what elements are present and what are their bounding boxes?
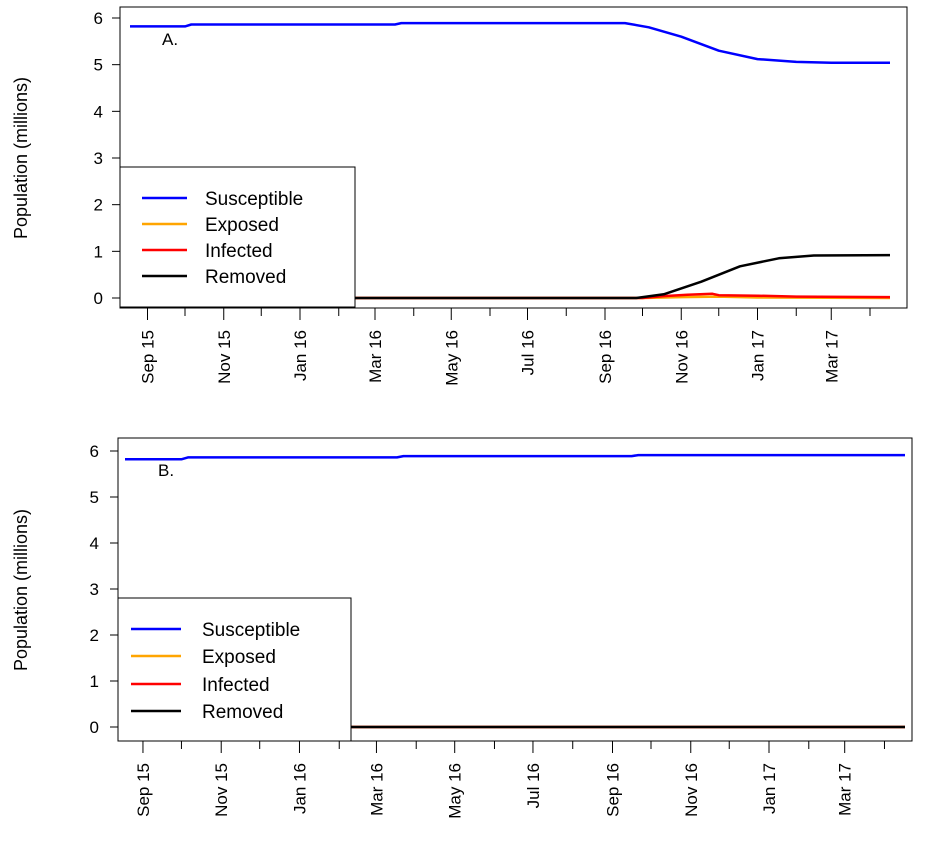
chart-panel-a: 0 1 2 3 4 5 6 Population (millions) Sep 15 Nov 15… <box>11 6 908 386</box>
y-tick-label: 3 <box>94 149 103 168</box>
series-line-removed <box>130 253 891 300</box>
x-tick-label: Jan 17 <box>760 763 779 814</box>
y-axis-label: Population (millions) <box>11 77 31 239</box>
series-line-susceptible <box>125 453 905 461</box>
x-tick-label: Jan 16 <box>291 330 310 381</box>
x-tick-label: Nov 15 <box>215 330 234 384</box>
x-tick-label: May 16 <box>442 330 461 386</box>
x-tick-label: Nov 16 <box>672 330 691 384</box>
y-tick-label: 0 <box>90 718 99 737</box>
x-tick-label: May 16 <box>446 763 465 819</box>
x-tick-label: Sep 16 <box>604 763 623 817</box>
y-axis-label: Population (millions) <box>11 509 31 671</box>
y-tick-label: 1 <box>94 242 103 261</box>
x-tick-label: Sep 15 <box>139 330 158 384</box>
legend-label-exposed: Exposed <box>202 647 276 668</box>
legend-box <box>117 597 352 742</box>
y-tick-label: 6 <box>90 442 99 461</box>
legend-label-susceptible: Susceptible <box>205 189 303 210</box>
x-tick-label: Nov 16 <box>682 763 701 817</box>
series-line-susceptible <box>130 21 890 65</box>
x-tick-label: Mar 17 <box>836 763 855 816</box>
y-tick-label: 2 <box>90 626 99 645</box>
legend-label-exposed: Exposed <box>205 215 279 236</box>
y-tick-label: 0 <box>94 289 103 308</box>
panel-label: B. <box>158 461 174 480</box>
chart-panel-b: 0 1 2 3 4 5 6 Population (millions) Sep 15 Nov 15… <box>11 437 913 819</box>
x-tick-label: Mar 16 <box>366 330 385 383</box>
y-tick-label: 4 <box>94 102 103 121</box>
x-tick-label: Jan 16 <box>290 763 309 814</box>
x-tick-label: Jul 16 <box>524 763 543 808</box>
y-tick-label: 3 <box>90 580 99 599</box>
legend-box <box>119 166 356 308</box>
legend-label-infected: Infected <box>202 675 270 696</box>
y-tick-label: 5 <box>90 488 99 507</box>
x-tick-label: Sep 16 <box>596 330 615 384</box>
x-tick-label: Mar 17 <box>822 330 841 383</box>
x-tick-label: Mar 16 <box>367 763 386 816</box>
legend-label-infected: Infected <box>205 241 273 262</box>
legend-label-susceptible: Susceptible <box>202 620 300 641</box>
y-tick-label: 5 <box>94 56 103 75</box>
panel-label: A. <box>162 30 178 49</box>
x-tick-label: Nov 15 <box>212 763 231 817</box>
y-tick-label: 4 <box>90 534 99 553</box>
x-tick-label: Sep 15 <box>134 763 153 817</box>
y-tick-label: 2 <box>94 196 103 215</box>
y-tick-label: 1 <box>90 672 99 691</box>
legend-label-removed: Removed <box>202 702 283 723</box>
x-tick-label: Jul 16 <box>519 330 538 375</box>
y-tick-label: 6 <box>94 9 103 28</box>
x-tick-label: Jan 17 <box>749 330 768 381</box>
legend-label-removed: Removed <box>205 267 286 288</box>
